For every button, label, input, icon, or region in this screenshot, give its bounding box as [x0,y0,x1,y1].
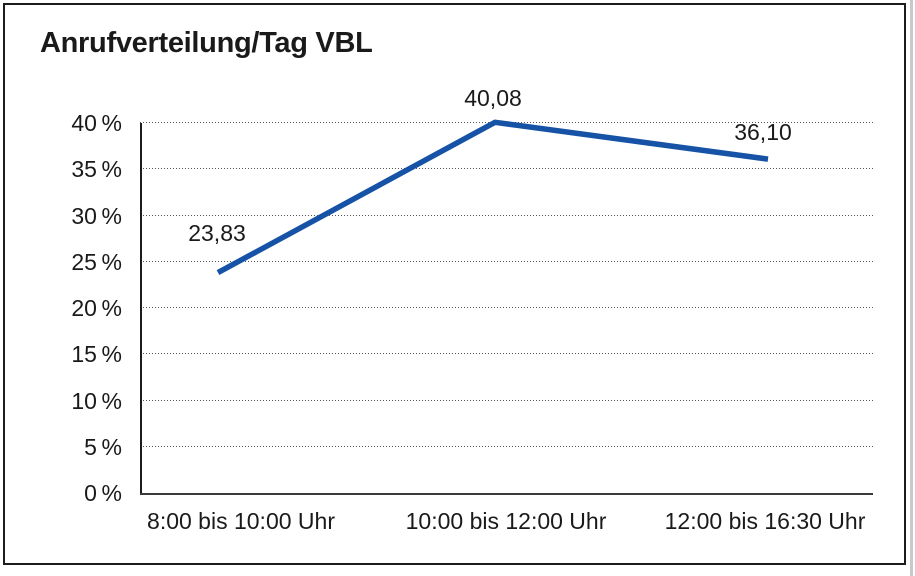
gridline [140,445,873,448]
y-axis-tick-label: 5 % [84,433,122,460]
data-line [216,119,769,276]
y-axis-tick-label: 20 % [71,295,122,321]
data-point-label: 23,83 [188,220,246,246]
gridline [140,399,873,402]
data-point-label: 36,10 [734,119,792,145]
y-axis-tick-label: 35 % [71,156,122,183]
page-edge-shadow [910,0,913,576]
y-axis-tick-label: 30 % [71,202,122,229]
y-axis-tick-label: 40 % [71,110,122,136]
y-axis-tick-label: 15 % [71,341,122,368]
x-axis-tick-label: 10:00 bis 12:00 Uhr [405,508,607,534]
gridline [140,353,873,356]
y-axis-tick-label: 0 % [84,480,122,506]
gridline [140,168,873,171]
x-axis-tick-label: 12:00 bis 16:30 Uhr [664,508,866,534]
gridline [140,307,873,309]
data-point-label: 40,08 [464,85,522,111]
gridline [140,214,873,217]
y-axis-line [140,123,142,495]
gridline [140,260,873,263]
chart-border-frame [3,3,906,565]
chart-title: Anrufverteilung/Tag VBL [40,27,373,59]
y-axis-tick-label: 25 % [71,248,122,275]
x-axis-baseline [140,493,873,495]
y-axis-tick-label: 10 % [71,387,122,414]
x-axis-tick-label: 8:00 bis 10:00 Uhr [147,508,335,534]
